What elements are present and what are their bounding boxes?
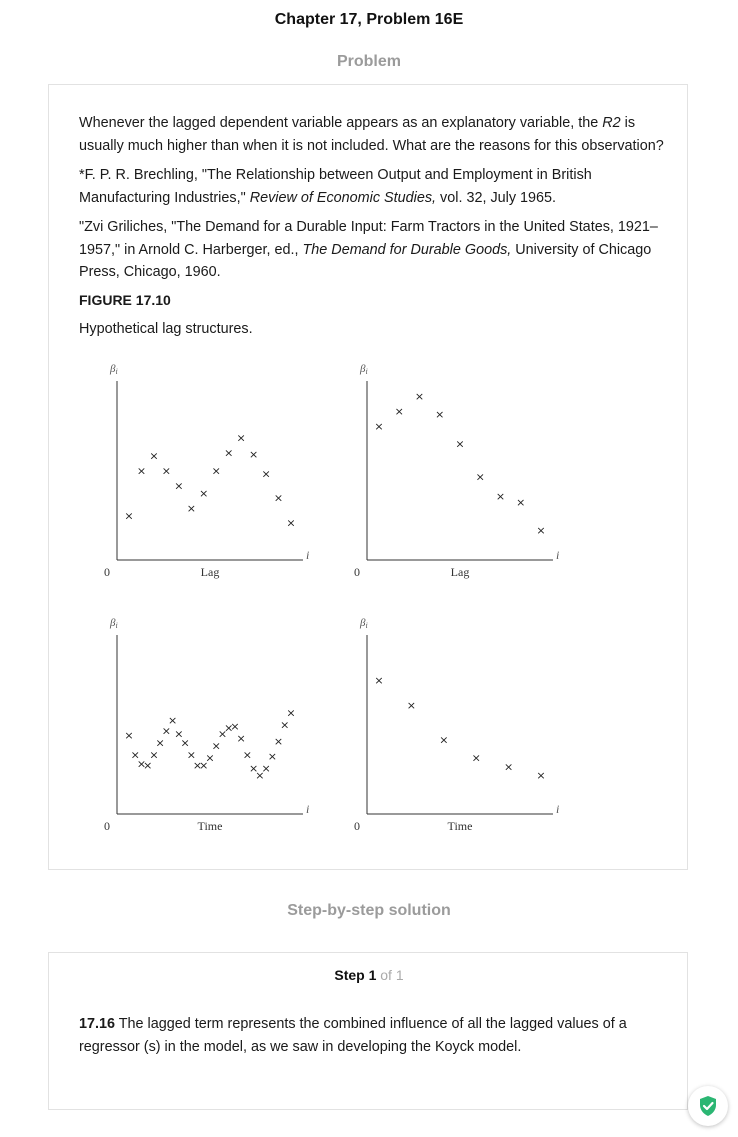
panel-4-point: × xyxy=(504,760,513,773)
answer-number: 17.16 xyxy=(79,1016,116,1032)
panel-3-point: × xyxy=(187,748,196,761)
panel-4-x-label: Time xyxy=(448,819,473,833)
panel-1-point: × xyxy=(224,447,233,460)
panel-3-point: × xyxy=(124,729,133,742)
panel-4-point: × xyxy=(536,769,545,782)
panel-1-point: × xyxy=(261,467,270,480)
panel-3-point: × xyxy=(199,759,208,772)
panel-3-point: × xyxy=(286,707,295,720)
panel-2-point: × xyxy=(374,420,383,433)
reference-2: "Zvi Griliches, "The Demand for a Durabl… xyxy=(79,219,658,280)
r-squared-term: R2 xyxy=(602,115,621,131)
panel-3-y-label: βi xyxy=(109,617,118,630)
panel-1-x-var: i xyxy=(306,548,309,562)
panel-3-x-label: Time xyxy=(198,819,223,833)
panel-1-point: × xyxy=(274,491,283,504)
problem-section-label: Problem xyxy=(336,53,401,70)
panel-1-point: × xyxy=(162,465,171,478)
panel-1-point: × xyxy=(149,450,158,463)
panel-3-x-var: i xyxy=(306,802,309,816)
panel-3-origin-label: 0 xyxy=(104,819,110,833)
panel-3-point: × xyxy=(131,748,140,761)
panel-3-point: × xyxy=(243,748,252,761)
panel-2-origin-label: 0 xyxy=(354,565,360,579)
panel-3-point: × xyxy=(180,736,189,749)
reference-1: *F. P. R. Brechling, "The Relationship b… xyxy=(79,167,592,206)
panel-3-point: × xyxy=(212,739,221,752)
panel-4-point: × xyxy=(374,674,383,687)
panel-3-point: × xyxy=(268,750,277,763)
solution-card: Step 1 of 1 17.16 The lagged term repres… xyxy=(48,952,688,1110)
panel-4-point: × xyxy=(472,751,481,764)
panel-1-point: × xyxy=(212,465,221,478)
solution-text: 17.16 The lagged term represents the com… xyxy=(79,1016,627,1055)
panel-2-point: × xyxy=(476,470,485,483)
panel-1-y-label: βi xyxy=(109,363,118,376)
panel-4-point: × xyxy=(439,733,448,746)
panel-3-point: × xyxy=(137,757,146,770)
problem-question: Whenever the lagged dependent variable a… xyxy=(79,115,664,154)
solution-section-label: Step-by-step solution xyxy=(287,902,451,919)
panel-2-point: × xyxy=(395,405,404,418)
panel-1-point: × xyxy=(174,479,183,492)
panel-1-point: × xyxy=(237,432,246,445)
panel-1-origin-label: 0 xyxy=(104,565,110,579)
panel-2-point: × xyxy=(516,496,525,509)
panel-3-point: × xyxy=(224,721,233,734)
panel-2-point: × xyxy=(415,390,424,403)
panel-3-point: × xyxy=(237,732,246,745)
panel-3-point: × xyxy=(174,727,183,740)
figure-label: FIGURE 17.10 xyxy=(79,292,171,308)
panel-3-point: × xyxy=(143,759,152,772)
panel-2-x-label: Lag xyxy=(451,565,470,579)
problem-card: Whenever the lagged dependent variable a… xyxy=(48,84,688,870)
panel-1-point: × xyxy=(286,517,295,530)
panel-3-point: × xyxy=(168,714,177,727)
panel-2-point: × xyxy=(496,490,505,503)
step-indicator: Step 1 of 1 xyxy=(334,967,404,983)
panel-3-point: × xyxy=(149,748,158,761)
panel-1-point: × xyxy=(249,448,258,461)
panel-3-point: × xyxy=(218,727,227,740)
panel-2-y-label: βi xyxy=(359,363,368,376)
page-title: Chapter 17, Problem 16E xyxy=(274,11,464,28)
panel-4-x-var: i xyxy=(556,802,559,816)
panel-3-point: × xyxy=(274,735,283,748)
panel-2-point: × xyxy=(455,438,464,451)
panel-3-point: × xyxy=(230,720,239,733)
panel-3-point: × xyxy=(193,759,202,772)
figure-caption: Hypothetical lag structures. xyxy=(79,321,253,337)
panel-4-origin-label: 0 xyxy=(354,819,360,833)
panel-3-point: × xyxy=(280,719,289,732)
panel-1-point: × xyxy=(137,465,146,478)
panel-1-point: × xyxy=(187,502,196,515)
panel-3-point: × xyxy=(255,769,264,782)
panel-3-point: × xyxy=(156,736,165,749)
shield-check-icon xyxy=(700,1096,716,1116)
panel-3-point: × xyxy=(249,762,258,775)
panel-4-y-label: βi xyxy=(359,617,368,630)
panel-3-point: × xyxy=(205,751,214,764)
panel-2-point: × xyxy=(435,408,444,421)
panel-2-point: × xyxy=(536,524,545,537)
panel-3-point: × xyxy=(261,762,270,775)
panel-2-x-var: i xyxy=(556,548,559,562)
panel-3-point: × xyxy=(162,724,171,737)
panel-1-point: × xyxy=(124,509,133,522)
panel-4-point: × xyxy=(407,699,416,712)
shield-check-button[interactable] xyxy=(688,1086,728,1126)
panel-1-x-label: Lag xyxy=(201,565,220,579)
panel-1-point: × xyxy=(199,487,208,500)
